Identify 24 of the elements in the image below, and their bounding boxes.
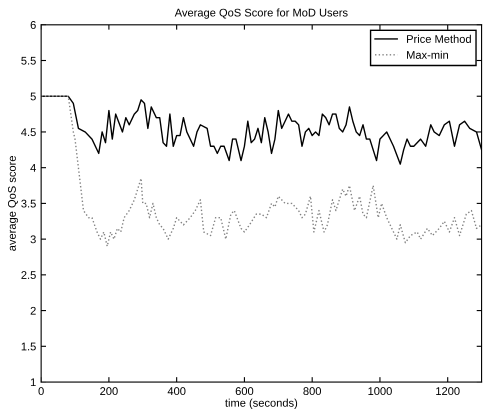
y-tick-label: 2 [30,306,36,315]
y-tick-label: 6 [30,21,36,29]
y-tick-label: 1.5 [22,342,36,350]
y-tick-label: 5.5 [21,56,36,65]
y-tick-label: 5 [30,92,36,100]
x-tick-label: 800 [303,387,322,396]
chart-title: Average QoS Score for MoD Users [174,8,348,19]
y-tick-label: 3 [30,235,36,244]
line-series [41,96,482,247]
y-axis-title: average QoS score [8,156,18,251]
legend-label: Price Method [407,34,471,43]
x-tick-label: 0 [38,387,44,396]
x-tick-label: 1000 [368,387,392,396]
x-tick-label: 1200 [436,387,460,396]
x-tick-label: 400 [168,387,186,396]
y-tick-label: 1 [30,378,36,386]
y-tick-label: 2.5 [21,271,36,279]
legend-label: Max-min [407,50,448,59]
x-axis-title: time (seconds) [225,398,298,409]
y-tick-label: 4 [30,164,36,172]
x-tick-label: 200 [100,387,118,396]
x-tick-label: 600 [236,387,254,396]
y-tick-label: 4.5 [21,128,36,136]
y-tick-label: 3.5 [21,200,36,208]
